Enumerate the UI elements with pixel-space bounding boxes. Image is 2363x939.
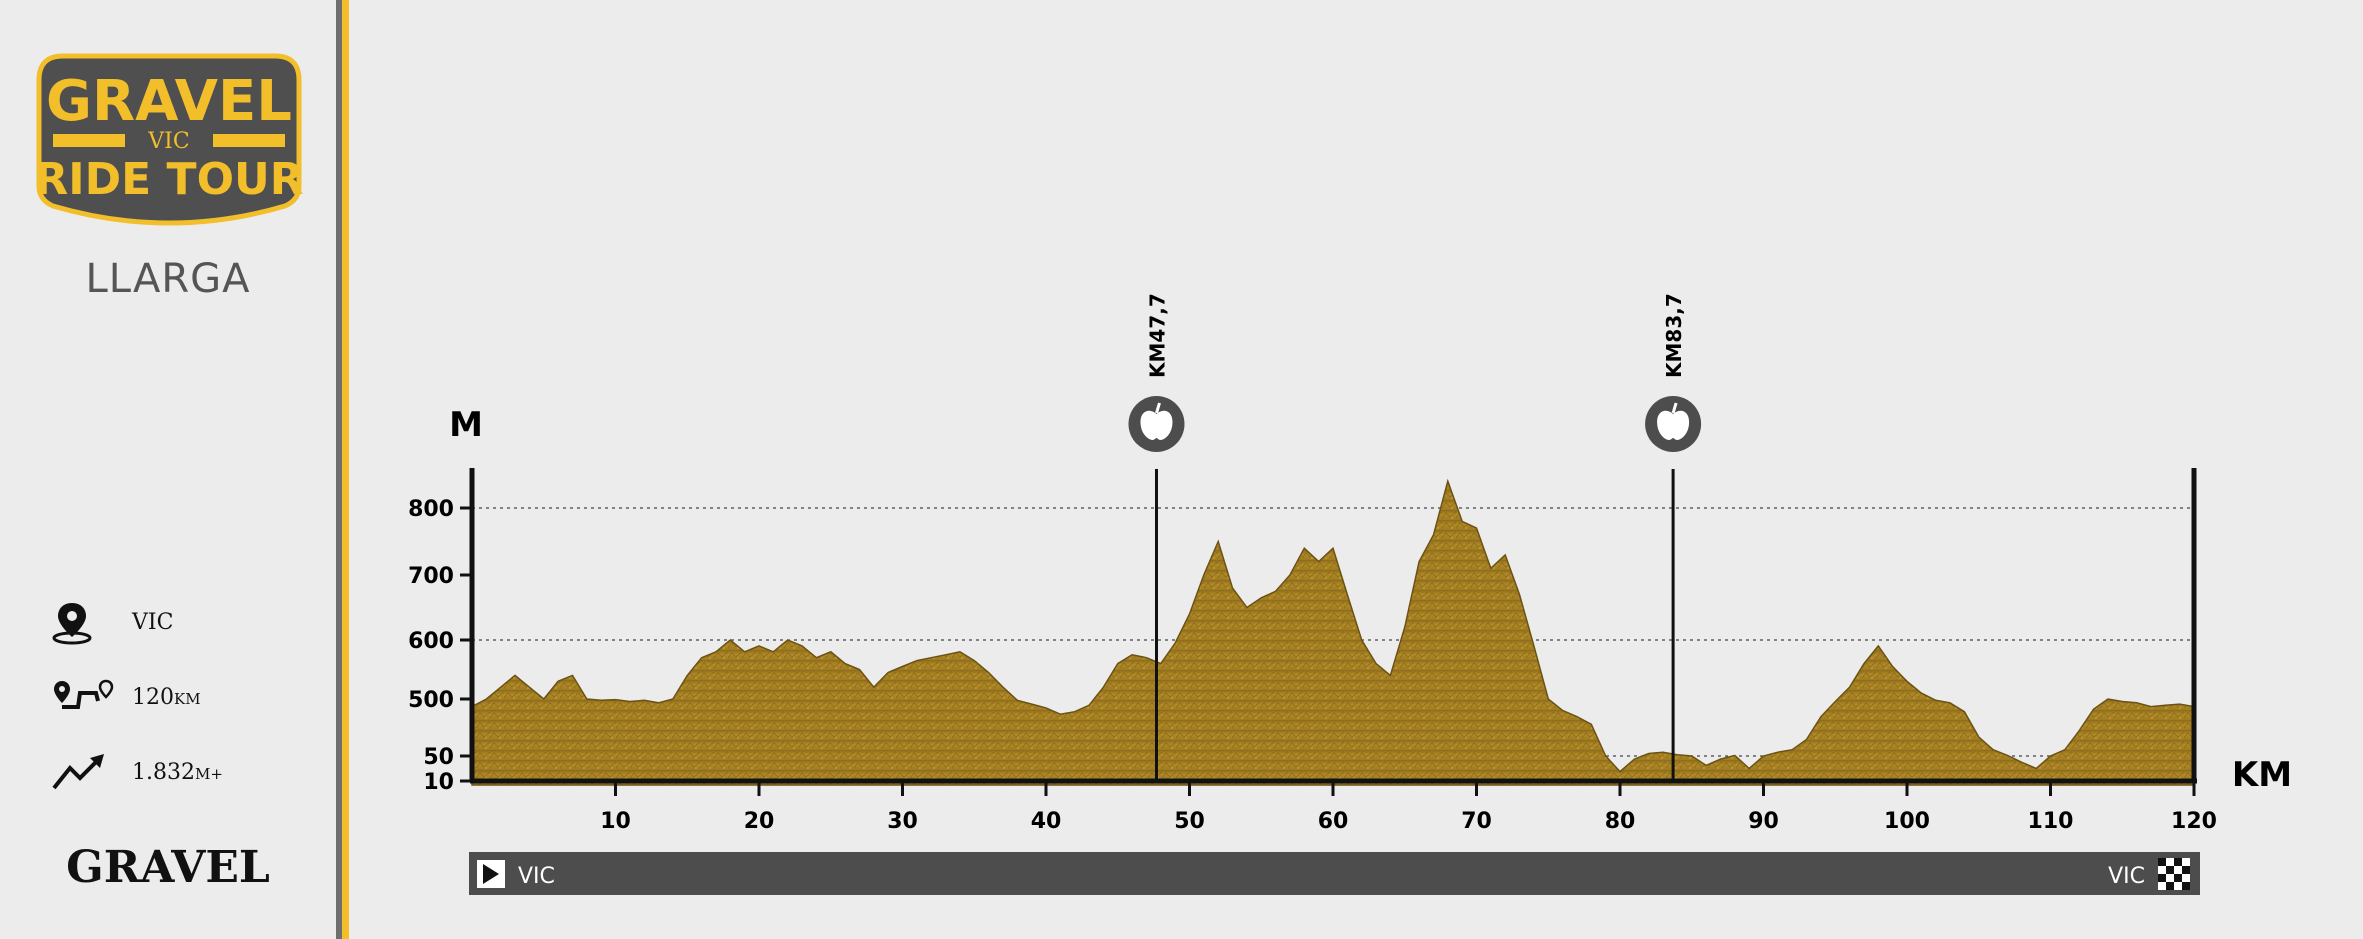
x-tick-label: 50: [1174, 809, 1205, 834]
feed-station-label: KM83,7: [1662, 293, 1686, 378]
route-bar: VIC VIC: [469, 852, 2200, 895]
x-tick-label: 90: [1748, 809, 1779, 834]
x-tick-label: 110: [2028, 809, 2074, 834]
y-axis-title: M: [449, 405, 483, 445]
y-tick-label: 50: [423, 745, 454, 770]
logo-line2: VIC: [147, 129, 189, 154]
y-tick-label: 800: [408, 497, 454, 522]
logo-line3: RIDE TOUR: [34, 154, 303, 205]
x-tick-label: 30: [887, 809, 918, 834]
y-tick-label: 10: [423, 770, 454, 795]
elevation-gain-icon: [50, 748, 118, 796]
x-tick-label: 70: [1461, 809, 1492, 834]
feed-station-label: KM47,7: [1145, 293, 1169, 378]
y-tick-label: 700: [408, 564, 454, 589]
feed-stations: KM47,7 KM83,7: [1128, 293, 1702, 781]
x-tick-label: 80: [1605, 809, 1636, 834]
x-tick-label: 10: [600, 809, 631, 834]
stat-start-location: VIC: [50, 598, 173, 646]
location-pin-icon: [50, 598, 118, 646]
apple-icon: [1657, 402, 1690, 440]
stat-elevation-gain: 1.832M+: [50, 748, 223, 796]
sidebar: GRAVEL VIC RIDE TOUR LLARGA VIC 1: [0, 0, 336, 939]
sidebar-accent-divider: [342, 0, 349, 939]
sidebar-divider: [336, 0, 342, 939]
apple-icon: [1140, 402, 1173, 440]
start-label: VIC: [518, 864, 555, 889]
x-tick-label: 60: [1318, 809, 1349, 834]
x-axis-title: KM: [2232, 755, 2292, 795]
elevation-profile-area: [471, 478, 2195, 786]
route-bar-background: [469, 852, 2200, 895]
x-tick-label: 40: [1031, 809, 1062, 834]
finish-flag-icon: [2158, 858, 2190, 890]
y-tick-label: 600: [408, 629, 454, 654]
route-icon: [50, 673, 118, 721]
logo-line1: GRAVEL: [46, 69, 292, 134]
stat-start-location-value: VIC: [132, 609, 174, 635]
category-label: GRAVEL: [66, 842, 270, 893]
x-tick-label: 100: [1884, 809, 1930, 834]
start-play-icon: [483, 864, 499, 884]
x-tick-label: 120: [2171, 809, 2217, 834]
stat-distance-value: 120KM: [132, 684, 201, 710]
stat-elevation-value: 1.832M+: [132, 759, 223, 785]
x-tick-label: 20: [744, 809, 775, 834]
logo-badge: GRAVEL VIC RIDE TOUR: [34, 53, 304, 226]
finish-label: VIC: [2108, 864, 2145, 889]
route-variant-label: LLARGA: [85, 256, 251, 302]
x-axis-ticks: 10 20 30 40 50 60 70 80 90 100 110 120: [600, 781, 2217, 834]
stat-distance: 120KM: [50, 673, 201, 721]
y-tick-label: 500: [408, 688, 454, 713]
event-logo: GRAVEL VIC RIDE TOUR: [33, 50, 305, 230]
